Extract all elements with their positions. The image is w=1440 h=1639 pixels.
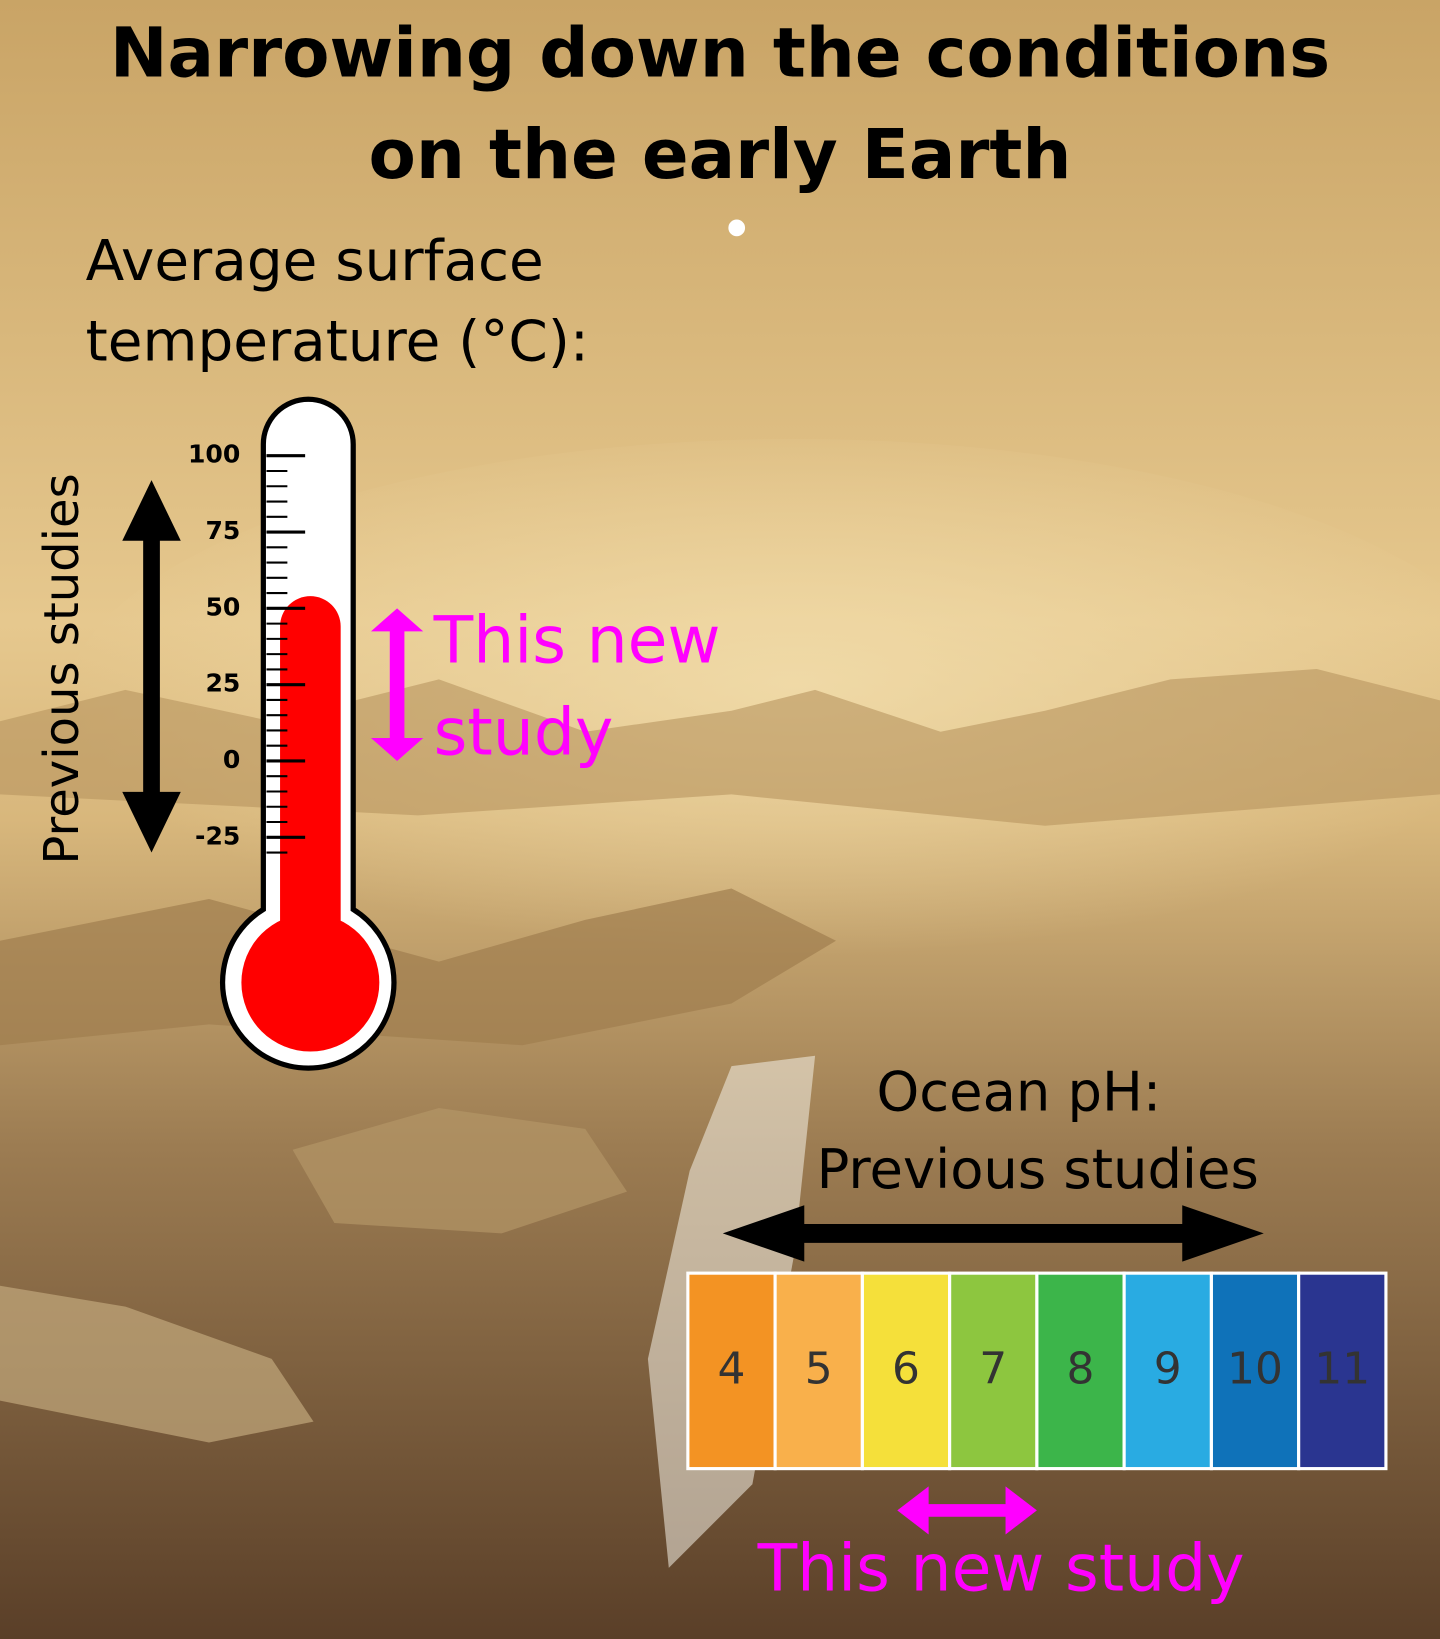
hills <box>0 668 1440 826</box>
ph-label: Previous studies <box>817 1138 1259 1201</box>
ph-cell <box>1122 1271 1213 1471</box>
ph-cell <box>773 1271 864 1471</box>
ph-cell-label: 10 <box>1227 1343 1283 1394</box>
temperature-label: temperature (°C): <box>86 310 589 375</box>
title: on the early Earth <box>369 115 1072 195</box>
ph-cell <box>860 1271 952 1471</box>
ph-previous-arrow <box>722 1205 1264 1262</box>
tick-label: 50 <box>205 592 240 621</box>
tick-label: 0 <box>223 745 240 774</box>
ph-cell-label: 5 <box>805 1343 833 1394</box>
previous-studies-arrow <box>122 480 181 853</box>
title: Narrowing down the conditions <box>110 14 1330 94</box>
hills <box>0 888 836 1046</box>
tick-label: 25 <box>205 669 240 698</box>
ph-new-study-label: This new study <box>757 1532 1245 1607</box>
new-study-arrow <box>370 608 424 761</box>
ph-cell-label: 6 <box>892 1343 920 1394</box>
ph-cell <box>1035 1271 1126 1471</box>
previous-studies-label: Previous studies <box>34 473 90 864</box>
ph-cell <box>948 1271 1039 1471</box>
tick-label: 100 <box>188 440 240 469</box>
rock <box>292 1107 627 1234</box>
sun <box>728 219 746 237</box>
mercury <box>280 596 341 941</box>
ph-cell-label: 11 <box>1314 1343 1370 1394</box>
ph-cell-label: 4 <box>718 1343 746 1394</box>
ph-cell-label: 7 <box>979 1343 1007 1394</box>
ph-cell-label: 8 <box>1067 1343 1095 1394</box>
temperature-label: Average surface <box>86 229 544 294</box>
tick-label: 75 <box>205 516 240 545</box>
tick-label: -25 <box>195 821 240 850</box>
ph-cell <box>1209 1271 1301 1471</box>
ph-cell-label: 9 <box>1154 1343 1182 1394</box>
ph-label: Ocean pH: <box>877 1061 1162 1124</box>
ph-new-study-arrow <box>897 1486 1037 1535</box>
ph-cell <box>1297 1271 1388 1471</box>
rock <box>0 1285 314 1443</box>
new-study-label: study <box>434 695 614 770</box>
new-study-label: This new <box>433 604 721 679</box>
mercury-bulb <box>241 913 380 1052</box>
